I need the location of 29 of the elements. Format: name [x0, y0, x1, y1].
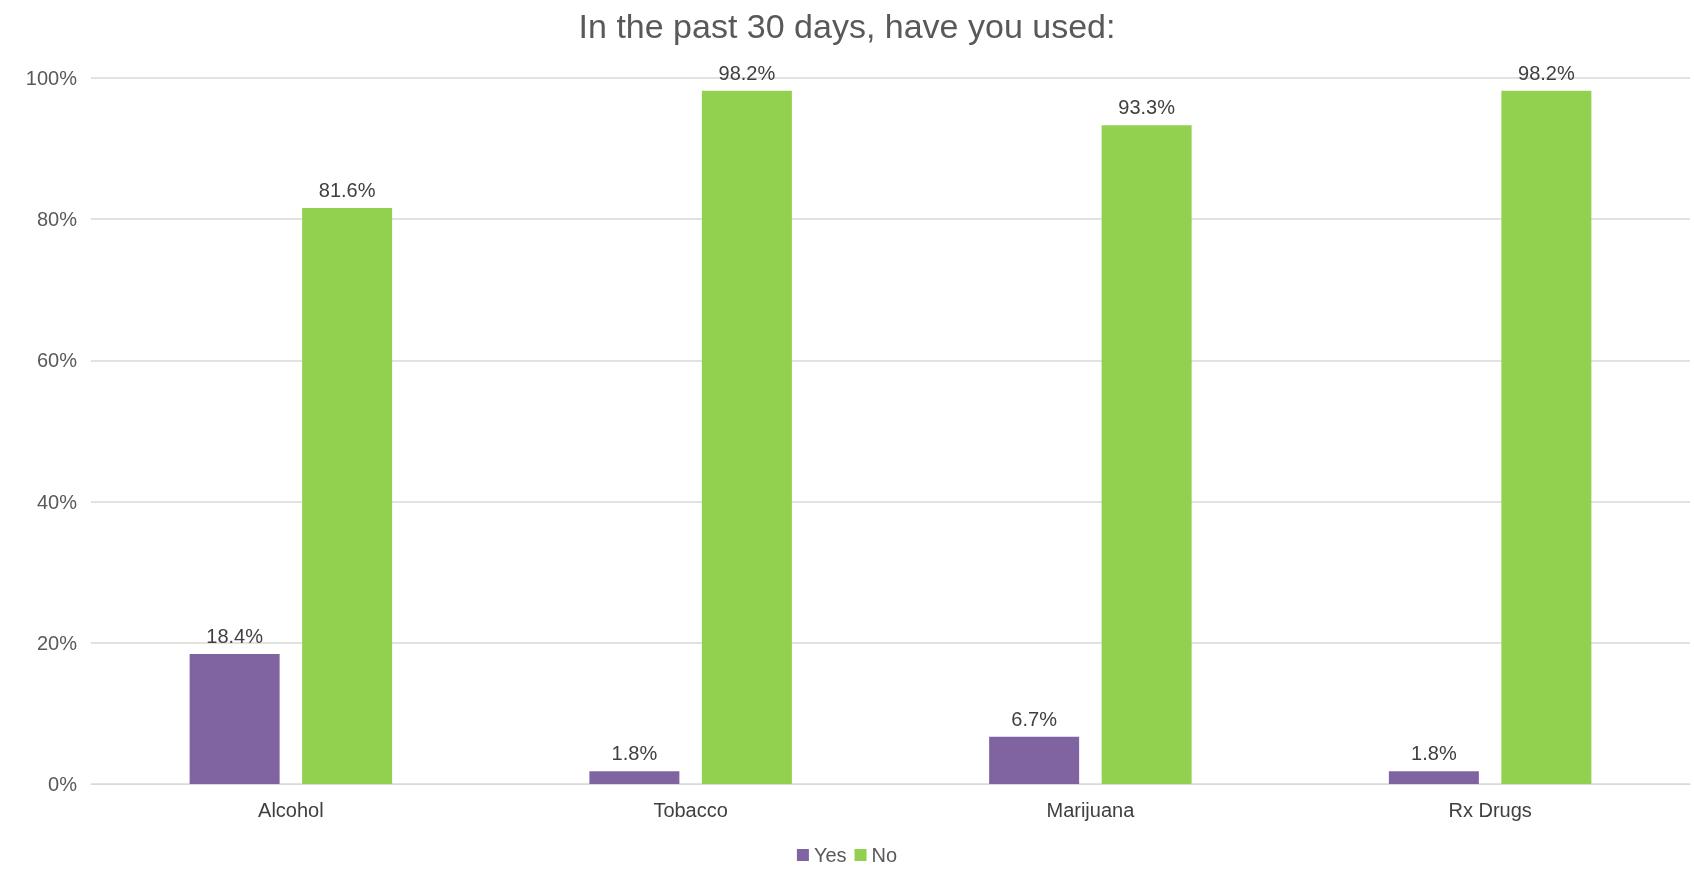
data-label: 98.2% [1518, 61, 1575, 84]
x-tick-label: Marijuana [1046, 799, 1136, 821]
bar [701, 90, 792, 784]
y-tick-label: 20% [36, 631, 78, 654]
legend-label: No [871, 844, 898, 866]
y-tick-label: 60% [36, 349, 78, 372]
bar [1101, 125, 1192, 784]
data-label: 93.3% [1118, 96, 1176, 119]
bar [189, 654, 280, 784]
data-label: 6.7% [1011, 707, 1058, 730]
y-tick-label: 0% [48, 773, 78, 795]
data-label: 1.8% [1411, 742, 1457, 765]
chart-title: In the past 30 days, have you used: [578, 7, 1116, 45]
y-tick-label: 80% [36, 208, 78, 231]
x-tick-label: Rx Drugs [1448, 799, 1532, 821]
bar [589, 771, 680, 784]
legend-label: Yes [813, 844, 847, 866]
bar [989, 736, 1080, 784]
data-label: 98.2% [718, 61, 776, 84]
bar [1501, 90, 1592, 784]
bar [302, 207, 393, 784]
y-tick-label: 40% [36, 490, 78, 513]
x-tick-label: Tobacco [653, 799, 728, 821]
data-label: 1.8% [611, 742, 658, 765]
x-tick-label: Alcohol [258, 799, 324, 821]
data-label: 81.6% [318, 178, 376, 201]
y-tick-label: 100% [25, 67, 78, 89]
bar [1388, 771, 1479, 784]
data-label: 18.4% [206, 625, 264, 648]
